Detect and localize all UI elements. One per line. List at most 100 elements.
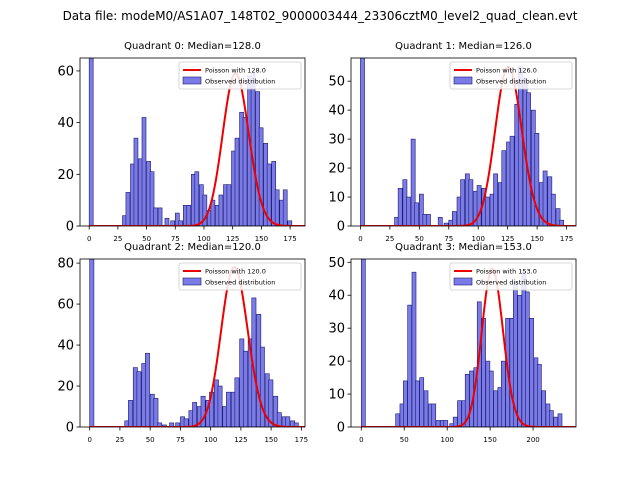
histogram-bar <box>452 211 457 226</box>
legend-box <box>449 262 573 291</box>
y-tick-label: 20 <box>57 380 74 395</box>
histogram-bar <box>437 217 443 226</box>
histogram-bar <box>501 150 507 226</box>
y-tick-label: 40 <box>57 339 74 354</box>
panel-title: Quadrant 1: Median=126.0 <box>395 41 532 52</box>
x-tick-label: 175 <box>295 436 308 444</box>
legend-line-label: Poisson with 153.0 <box>476 268 537 276</box>
histogram-bar <box>361 259 366 427</box>
histogram-bar <box>509 135 515 226</box>
legend-box <box>178 262 302 291</box>
panel-title: Quadrant 3: Median=153.0 <box>395 242 532 253</box>
axes-frame <box>79 57 306 227</box>
histogram-bar <box>493 173 498 226</box>
histogram-bar <box>258 127 264 226</box>
histogram-bar <box>192 402 198 427</box>
axes-frame <box>350 57 577 227</box>
y-tick-label: 0 <box>66 421 74 436</box>
x-tick-label: 0 <box>87 235 91 243</box>
histogram-bar <box>549 410 554 427</box>
x-tick-label: 50 <box>400 436 409 444</box>
x-tick-label: 50 <box>142 235 151 243</box>
poisson-curve <box>89 72 305 226</box>
histogram-bar <box>242 117 248 226</box>
x-tick-label: 100 <box>440 436 453 444</box>
x-tick-label: 125 <box>501 235 514 243</box>
x-tick-label: 150 <box>483 436 496 444</box>
x-tick-label: 125 <box>226 235 239 243</box>
panel-title: Quadrant 0: Median=128.0 <box>124 41 261 52</box>
legend-bar-label: Observed distribution <box>205 78 275 86</box>
histogram-bar <box>164 217 170 226</box>
histogram-bar <box>161 424 167 427</box>
x-tick-label: 75 <box>176 436 185 444</box>
histogram-bar <box>426 214 431 226</box>
panel-quadrant-1: Quadrant 1: Median=126.00 25 50 75 100 125 150… <box>328 41 577 243</box>
histogram-bar <box>550 193 556 226</box>
histogram-bar <box>407 304 413 427</box>
y-tick-label: 60 <box>57 298 74 313</box>
panel-quadrant-3: Quadrant 3: Median=153.0 0 50 100 150 200 0 10 2… <box>328 242 577 444</box>
legend-bar-label: Observed distribution <box>205 279 275 287</box>
histogram-bar <box>410 138 416 226</box>
histogram-bar <box>149 171 155 226</box>
x-tick-label: 25 <box>115 436 124 444</box>
histogram-bar <box>452 416 458 427</box>
legend-bar-swatch <box>182 76 202 85</box>
y-tick-label: 60 <box>57 64 74 79</box>
x-tick-label: 100 <box>197 235 210 243</box>
legend: Poisson with 126.0 Observed distribution <box>449 61 573 90</box>
histogram-bar <box>553 416 559 427</box>
x-tick-label: 75 <box>444 235 453 243</box>
x-tick-label: 25 <box>385 235 394 243</box>
x-tick-label: 150 <box>264 436 277 444</box>
y-tick-label: 10 <box>328 388 345 403</box>
histogram-bar <box>414 202 420 226</box>
histogram-bar <box>153 207 158 226</box>
histogram-bar <box>557 413 563 427</box>
y-tick-label: 0 <box>66 220 74 235</box>
y-tick-label: 20 <box>328 355 345 370</box>
histogram-bar <box>218 194 224 226</box>
legend: Poisson with 120.0 Observed distribution <box>178 262 302 291</box>
histogram-bar <box>415 380 420 427</box>
x-tick-label: 150 <box>530 235 543 243</box>
histogram-bar <box>529 317 534 427</box>
histogram-bar <box>493 390 498 427</box>
histogram-bar <box>537 364 542 427</box>
panel-quadrant-0: Quadrant 0: Median=128.0 0 25 50 75 100 125 150… <box>57 41 306 243</box>
x-tick-label: 25 <box>113 235 122 243</box>
x-tick-label: 50 <box>415 235 424 243</box>
legend-bar-swatch <box>453 277 473 286</box>
histogram-bar <box>202 194 208 226</box>
histogram-bar <box>89 259 95 427</box>
histogram-bar <box>243 350 248 427</box>
legend: Poisson with 128.0 Observed distribution <box>178 61 302 90</box>
x-tick-label: 0 <box>358 235 362 243</box>
histogram-bar <box>282 189 288 226</box>
poisson-curve <box>89 266 305 427</box>
axes-frame <box>79 258 306 428</box>
axes-frame <box>350 258 577 428</box>
histogram-bar <box>443 222 449 226</box>
histogram-bar <box>274 189 280 226</box>
y-tick-label: 50 <box>328 75 345 90</box>
histogram-bar <box>259 346 265 427</box>
histogram-bar <box>395 413 400 427</box>
legend-box <box>449 61 573 90</box>
histogram-bar <box>525 291 530 427</box>
histogram-bar <box>266 163 272 226</box>
histogram-bar <box>542 170 548 226</box>
figure-suptitle: Data file: modeM0/AS1A07_148T02_90000034… <box>62 9 578 23</box>
histogram-bar <box>153 398 159 427</box>
histogram-bar <box>534 133 540 226</box>
legend-bar-swatch <box>182 277 202 286</box>
histogram-bar <box>186 205 192 226</box>
x-tick-label: 150 <box>255 235 268 243</box>
histogram-bar <box>226 391 231 427</box>
histogram-bar <box>88 58 94 226</box>
x-tick-label: 75 <box>171 235 180 243</box>
histogram-bar <box>541 390 546 427</box>
y-tick-label: 10 <box>328 191 345 206</box>
